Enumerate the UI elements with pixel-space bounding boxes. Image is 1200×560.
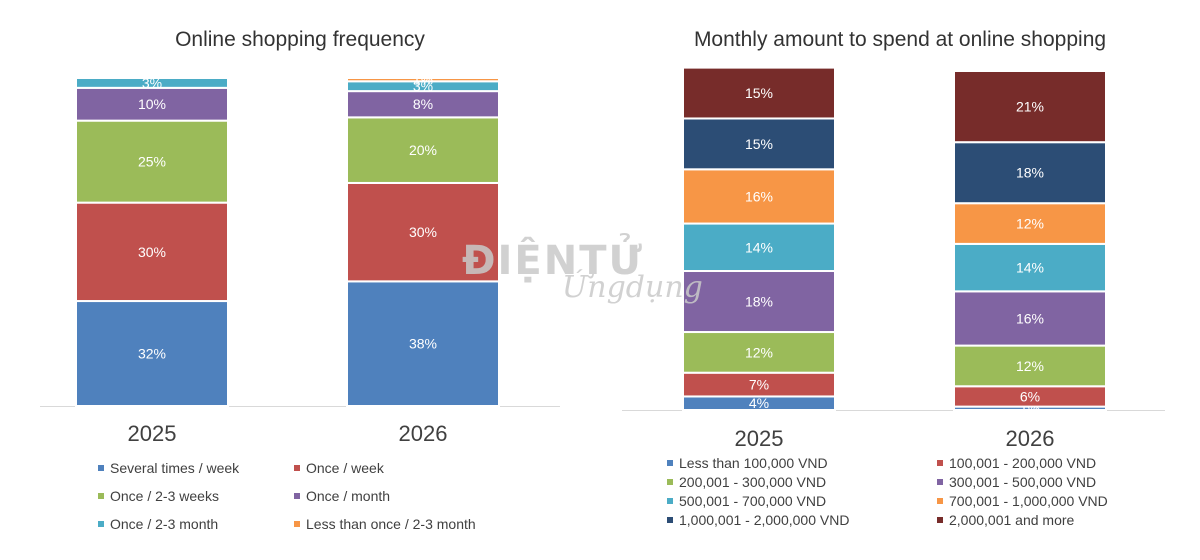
- legend-item: 1,000,001 - 2,000,000 VND: [667, 512, 849, 528]
- bar-segment: [682, 331, 836, 374]
- legend-swatch: [667, 479, 673, 485]
- data-label: 18%: [745, 294, 773, 310]
- legend-swatch: [937, 498, 943, 504]
- bar-segment: [953, 344, 1107, 388]
- legend-swatch: [667, 517, 673, 523]
- data-label: 12%: [745, 344, 773, 360]
- data-label: 6%: [1020, 388, 1040, 404]
- legend-swatch: [98, 521, 104, 527]
- bar-segment: [346, 77, 500, 83]
- legend-item: Once / week: [294, 460, 384, 476]
- legend-label: Once / 2-3 weeks: [110, 488, 219, 504]
- bar-segment: [682, 66, 836, 120]
- data-label: 3%: [142, 75, 162, 91]
- legend-item: Once / 2-3 weeks: [98, 488, 219, 504]
- legend-swatch: [667, 498, 673, 504]
- bar-segment: [953, 290, 1107, 347]
- data-label: 30%: [138, 244, 166, 260]
- data-label: 15%: [745, 136, 773, 152]
- x-tick-label: 2026: [1006, 426, 1055, 451]
- legend-item: 100,001 - 200,000 VND: [937, 455, 1096, 471]
- data-label: 8%: [413, 96, 433, 112]
- legend-label: Less than 100,000 VND: [679, 455, 828, 471]
- legend-label: 2,000,001 and more: [949, 512, 1075, 528]
- bar-segment: [346, 90, 500, 119]
- bar-segment: [953, 141, 1107, 205]
- data-label: 14%: [745, 239, 773, 255]
- legend-item: 200,001 - 300,000 VND: [667, 474, 826, 490]
- spend-chart-svg: 4%7%12%18%14%16%15%15%20251%6%12%16%14%1…: [622, 66, 1165, 451]
- legend-label: Less than once / 2-3 month: [306, 516, 476, 532]
- frequency-chart-panel: Online shopping frequency 32% 30% 25% 10% 3%…: [40, 28, 560, 532]
- data-label: 20%: [409, 142, 437, 158]
- bar-segment: [346, 181, 500, 283]
- legend-item: Less than 100,000 VND: [667, 455, 828, 471]
- bar-segment: [75, 119, 229, 204]
- bar-segment: [75, 86, 229, 122]
- data-label: 21%: [1016, 99, 1044, 115]
- legend-label: 1,000,001 - 2,000,000 VND: [679, 512, 850, 528]
- legend-item: 500,001 - 700,000 VND: [667, 493, 826, 509]
- legend-swatch: [294, 493, 300, 499]
- data-label: 10%: [138, 96, 166, 112]
- bar-segment: [953, 70, 1107, 144]
- legend-swatch: [294, 465, 300, 471]
- legend-label: Once / 2-3 month: [110, 516, 219, 532]
- legend-swatch: [937, 479, 943, 485]
- data-label: 14%: [1016, 260, 1044, 276]
- legend-swatch: [667, 460, 673, 466]
- legend-label: Once / week: [306, 460, 384, 476]
- legend-swatch: [294, 521, 300, 527]
- chart-title: Online shopping frequency: [175, 28, 425, 51]
- x-tick-label: 2026: [399, 421, 448, 446]
- legend-item: Once / month: [294, 488, 390, 504]
- legend-item: Several times / week: [98, 460, 239, 476]
- data-label: 15%: [745, 85, 773, 101]
- legend-label: 500,001 - 700,000 VND: [679, 493, 827, 509]
- data-label: 30%: [409, 224, 437, 240]
- bar-segment: [682, 222, 836, 273]
- legend-item: Less than once / 2-3 month: [294, 516, 476, 532]
- spend-chart-panel: Monthly amount to spend at online shoppi…: [600, 0, 1200, 560]
- legend-item: 300,001 - 500,000 VND: [937, 474, 1096, 490]
- bar-segment: [346, 116, 500, 184]
- data-label: 32%: [138, 346, 166, 362]
- bar-segment: [75, 201, 229, 303]
- bar-segment: [953, 202, 1107, 245]
- data-label: 12%: [1016, 216, 1044, 232]
- data-label: 16%: [1016, 310, 1044, 326]
- legend-swatch: [937, 460, 943, 466]
- data-label: 38%: [409, 336, 437, 352]
- legend-label: 100,001 - 200,000 VND: [949, 455, 1097, 471]
- bar-segment: [682, 168, 836, 225]
- bar-segment: [75, 77, 229, 89]
- legend-label: 300,001 - 500,000 VND: [949, 474, 1097, 490]
- data-label: 18%: [1016, 165, 1044, 181]
- legend-swatch: [98, 493, 104, 499]
- bar-segment: [75, 300, 229, 408]
- data-label: 7%: [749, 377, 769, 393]
- legend-item: Once / 2-3 month: [98, 516, 218, 532]
- legend-item: 2,000,001 and more: [937, 512, 1074, 528]
- data-label: 12%: [1016, 358, 1044, 374]
- bar-segment: [682, 270, 836, 334]
- legend-swatch: [937, 517, 943, 523]
- legend-label: 200,001 - 300,000 VND: [679, 474, 827, 490]
- x-tick-label: 2025: [735, 426, 784, 451]
- legend-label: Several times / week: [110, 460, 240, 476]
- legend-label: 700,001 - 1,000,000 VND: [949, 493, 1108, 509]
- x-tick-label: 2025: [128, 421, 177, 446]
- bar-segment: [682, 117, 836, 171]
- legend-swatch: [98, 465, 104, 471]
- chart-title: Monthly amount to spend at online shoppi…: [693, 28, 1107, 51]
- data-label: 16%: [745, 188, 773, 204]
- data-label: 25%: [138, 154, 166, 170]
- bar-segment: [346, 280, 500, 407]
- legend-label: Once / month: [306, 488, 391, 504]
- data-label: 4%: [749, 395, 769, 411]
- legend-item: 700,001 - 1,000,000 VND: [937, 493, 1108, 509]
- data-label: 1%: [413, 72, 433, 88]
